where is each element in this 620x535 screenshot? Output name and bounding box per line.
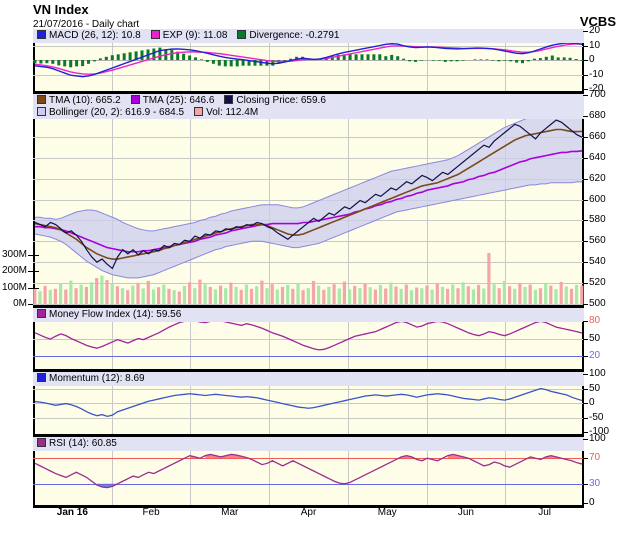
- axis-tick: [583, 60, 588, 61]
- x-axis-label: Feb: [142, 507, 160, 518]
- axis-tick: [583, 432, 588, 433]
- momentum-plot: [33, 372, 584, 434]
- panel-separator: [33, 305, 584, 308]
- brand-logo: VCBS: [579, 14, 616, 29]
- panel-separator: [33, 369, 584, 372]
- rsi-axis-label: 30: [589, 477, 601, 489]
- axis-tick: [583, 388, 588, 390]
- x-axis-label: Jan 16: [56, 507, 88, 518]
- axis-tick: [583, 157, 588, 159]
- panel-separator: [33, 505, 584, 508]
- x-axis-label: May: [377, 507, 397, 518]
- axis-tick: [583, 321, 588, 323]
- axis-tick: [583, 338, 588, 340]
- momentum-axis-label: 50: [589, 382, 601, 394]
- axis-tick: [583, 199, 588, 201]
- mfi-panel: Money Flow Index (14): 59.56: [33, 308, 584, 369]
- volume-axis-label: 0M: [13, 298, 27, 309]
- panel-separator: [33, 91, 584, 94]
- volume-axis-tick: [28, 304, 33, 305]
- axis-tick: [583, 45, 588, 47]
- mfi-axis-label: 20: [589, 349, 601, 361]
- momentum-axis-label: 0: [589, 397, 595, 408]
- price-axis-label: 580: [589, 214, 606, 226]
- volume-axis-tick: [28, 254, 33, 256]
- rsi-plot: [33, 437, 584, 505]
- mfi-plot: [33, 308, 584, 369]
- macd-axis-label: -20: [589, 83, 604, 94]
- x-axis-label: Apr: [300, 507, 317, 518]
- macd-plot: [33, 29, 584, 91]
- axis-tick: [583, 262, 588, 264]
- axis-tick: [583, 483, 588, 485]
- axis-tick: [583, 220, 588, 222]
- momentum-axis-label: -100: [589, 426, 610, 437]
- axis-tick: [583, 31, 588, 32]
- price-axis-label: 660: [589, 130, 606, 142]
- page-title: VN Index: [33, 2, 89, 17]
- axis-tick: [583, 89, 588, 90]
- macd-panel: MACD (26, 12): 10.8 EXP (9): 11.08 Diverge…: [33, 29, 584, 91]
- axis-tick: [583, 115, 588, 117]
- axis-tick: [583, 241, 588, 243]
- momentum-axis-label: -50: [589, 411, 604, 423]
- x-axis: Jan 16 Feb Mar Apr May Jun Jul: [0, 505, 620, 533]
- volume-axis-label: 300M: [1, 248, 27, 260]
- x-axis-label: Mar: [221, 507, 239, 518]
- macd-axis-label: -10: [589, 68, 604, 80]
- price-axis-label: 560: [589, 235, 606, 247]
- price-plot: [33, 94, 584, 305]
- axis-tick: [583, 355, 588, 357]
- axis-tick: [583, 304, 588, 305]
- price-axis-label: 700: [589, 89, 606, 100]
- axis-tick: [583, 74, 588, 76]
- axis-tick: [583, 439, 588, 440]
- axis-tick: [583, 458, 588, 460]
- axis-tick: [583, 417, 588, 419]
- axis-tick: [583, 178, 588, 180]
- axis-tick: [583, 95, 588, 96]
- x-axis-label: Jul: [538, 507, 552, 518]
- price-axis-label: 680: [589, 109, 606, 121]
- momentum-axis-label: 100: [589, 368, 606, 379]
- rsi-panel: RSI (14): 60.85: [33, 437, 584, 505]
- volume-axis-tick: [28, 287, 33, 289]
- price-axis-label: 620: [589, 172, 606, 184]
- axis-tick: [583, 403, 588, 404]
- price-axis-label: 640: [589, 151, 606, 163]
- axis-tick: [583, 374, 588, 375]
- momentum-panel: Momentum (12): 8.69: [33, 372, 584, 434]
- chart-subtitle: 21/07/2016 - Daily chart: [33, 19, 140, 30]
- macd-axis-label: 20: [589, 25, 601, 36]
- rsi-axis-label: 0: [589, 497, 595, 508]
- axis-tick: [583, 503, 588, 504]
- rsi-axis-label: 100: [589, 433, 606, 444]
- macd-axis-label: 10: [589, 39, 601, 51]
- price-axis-label: 520: [589, 277, 606, 289]
- price-axis-label: 500: [589, 298, 606, 309]
- panel-separator: [33, 434, 584, 437]
- macd-axis-label: 0: [589, 54, 595, 65]
- mfi-axis-label: 50: [589, 332, 601, 344]
- mfi-axis-label: 80: [589, 315, 601, 327]
- volume-axis-label: 100M: [1, 281, 27, 293]
- axis-tick: [583, 136, 588, 138]
- volume-axis-label: 200M: [1, 265, 27, 277]
- volume-axis-tick: [28, 271, 33, 273]
- price-axis-label: 540: [589, 256, 606, 268]
- x-axis-label: Jun: [457, 507, 474, 518]
- price-axis-label: 600: [589, 193, 606, 205]
- axis-tick: [583, 283, 588, 285]
- rsi-axis-label: 70: [589, 452, 601, 464]
- price-panel: TMA (10): 665.2 TMA (25): 646.6 Closing Pr…: [33, 94, 584, 305]
